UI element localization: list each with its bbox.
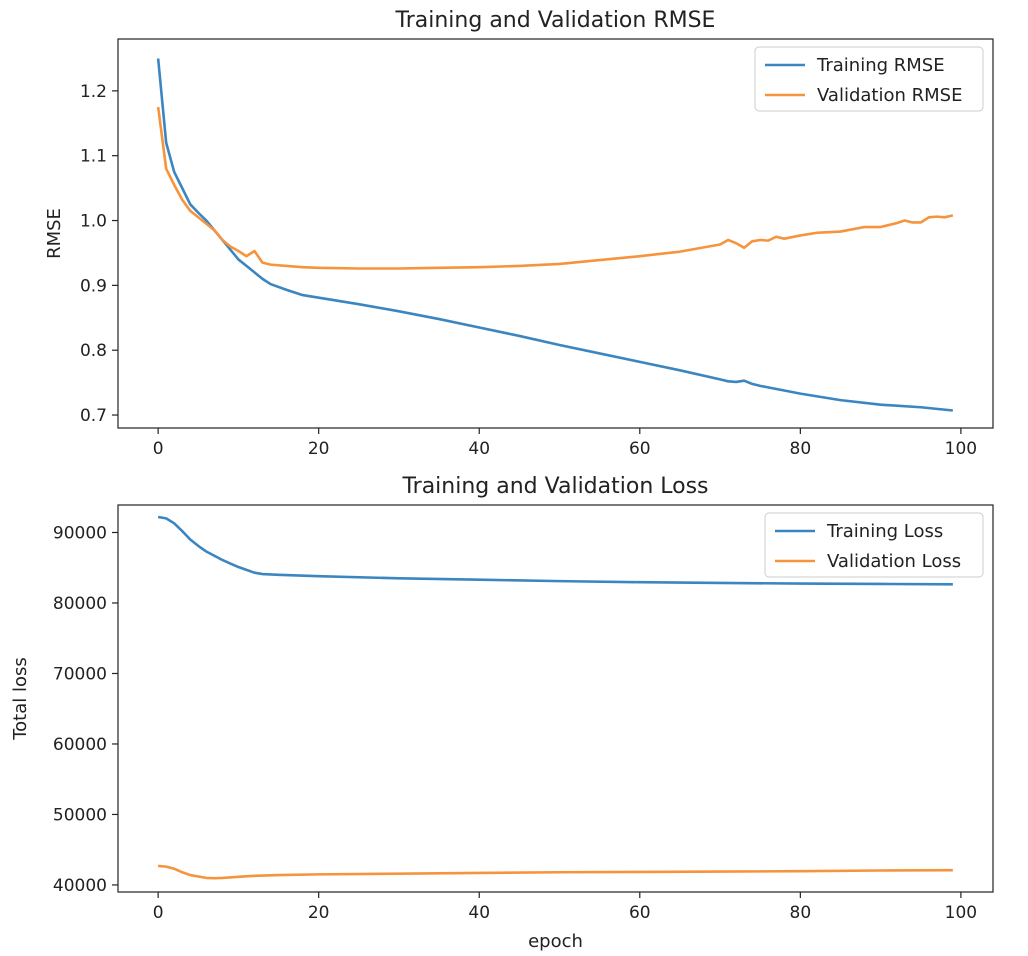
series-line-validation-rmse bbox=[156, 106, 954, 270]
series-line-training-rmse bbox=[156, 58, 953, 412]
legend-label-training-loss: Training Loss bbox=[826, 521, 943, 542]
legend-label-validation-loss: Validation Loss bbox=[827, 551, 961, 572]
y-tick-label: 0.7 bbox=[80, 406, 107, 426]
chart-title: Training and Validation RMSE bbox=[395, 8, 716, 33]
y-tick-label: 90000 bbox=[53, 523, 107, 543]
x-tick-label: 40 bbox=[468, 439, 490, 459]
series-line-training-loss bbox=[157, 515, 953, 586]
x-tick-label: 60 bbox=[629, 439, 651, 459]
y-tick-label: 60000 bbox=[53, 735, 107, 755]
y-tick-label: 0.9 bbox=[80, 276, 107, 296]
x-tick-label: 60 bbox=[629, 903, 651, 923]
y-tick-label: 80000 bbox=[53, 594, 107, 614]
x-tick-label: 100 bbox=[945, 439, 977, 459]
x-tick-label: 0 bbox=[153, 439, 164, 459]
x-tick-label: 40 bbox=[468, 903, 490, 923]
x-tick-label: 80 bbox=[790, 903, 812, 923]
y-tick-label: 50000 bbox=[53, 805, 107, 825]
plot-frame bbox=[117, 504, 994, 893]
legend: Training Loss Validation Loss bbox=[764, 512, 984, 578]
plot-frame bbox=[117, 38, 994, 429]
legend-label-training-rmse: Training RMSE bbox=[816, 55, 945, 76]
legend-box bbox=[764, 512, 984, 578]
y-axis-label: Total loss bbox=[10, 657, 31, 741]
legend-label-validation-rmse: Validation RMSE bbox=[817, 85, 962, 106]
y-tick-label: 0.8 bbox=[80, 341, 107, 361]
y-tick-label: 1.2 bbox=[80, 82, 107, 102]
legend: Training RMSE Validation RMSE bbox=[754, 46, 984, 112]
y-axis-label: RMSE bbox=[44, 208, 65, 259]
x-tick-label: 0 bbox=[153, 903, 164, 923]
x-tick-label: 80 bbox=[790, 439, 812, 459]
chart-title: Training and Validation Loss bbox=[401, 474, 708, 499]
x-tick-label: 20 bbox=[308, 439, 330, 459]
rmse-chart: Training and Validation RMSE 0 20 40 60 80 100… bbox=[44, 8, 994, 459]
x-tick-label: 20 bbox=[308, 903, 330, 923]
y-tick-label: 1.0 bbox=[80, 212, 107, 232]
x-tick-label: 100 bbox=[945, 903, 977, 923]
y-tick-label: 40000 bbox=[53, 876, 107, 896]
series-line-validation-loss bbox=[158, 864, 953, 880]
legend-box bbox=[754, 46, 984, 112]
y-tick-label: 70000 bbox=[53, 664, 107, 684]
y-tick-label: 1.1 bbox=[80, 147, 107, 167]
x-axis-label: epoch bbox=[528, 931, 583, 952]
loss-chart: Training and Validation Loss 0 20 40 60 80 100… bbox=[10, 474, 994, 952]
